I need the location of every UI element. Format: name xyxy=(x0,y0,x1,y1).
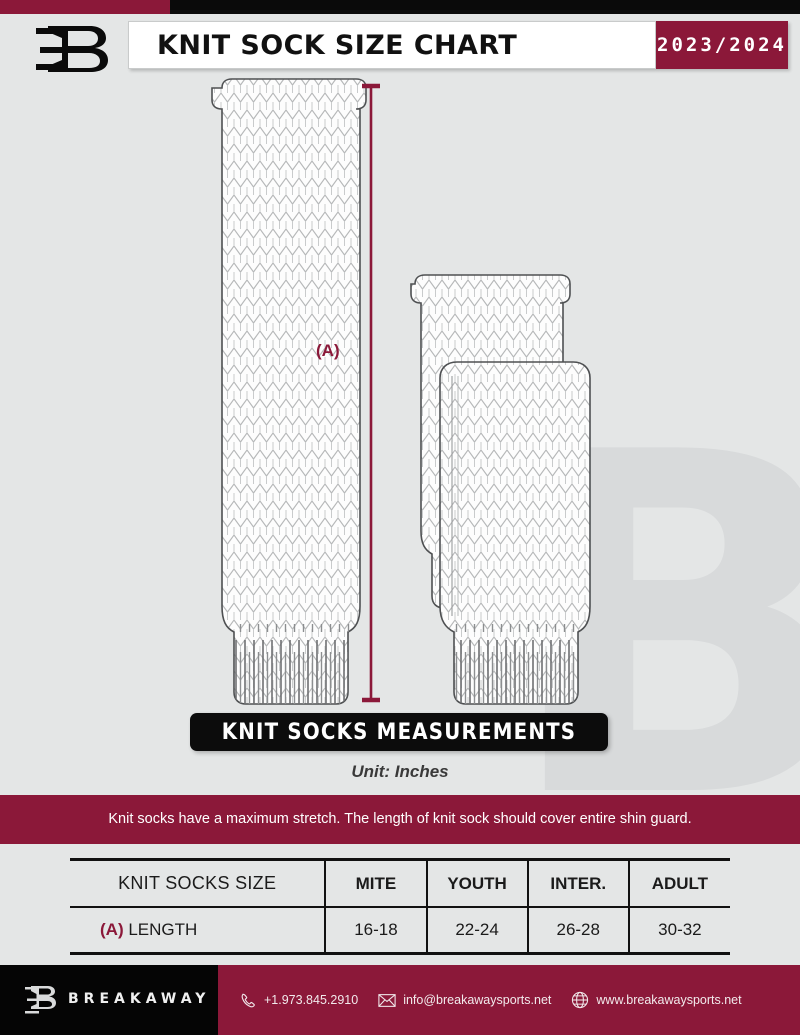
table-header-adult: ADULT xyxy=(651,873,709,893)
length-dimension-line xyxy=(362,83,380,703)
table-header-row-label: KNIT SOCKS SIZE xyxy=(70,859,327,907)
contact-email-text: info@breakawaysports.net xyxy=(403,993,552,1007)
breakaway-b-logo-icon xyxy=(28,20,114,76)
size-table-wrapper: KNIT SOCKS SIZE MITE YOUTH INTER. ADULT … xyxy=(70,858,730,955)
table-header-mite: MITE xyxy=(325,859,428,907)
table-row: (A) LENGTH 16-18 22-24 26-28 30-32 xyxy=(70,907,730,954)
table-header-youth: YOUTH xyxy=(426,859,529,907)
title-plate: KNIT SOCK SIZE CHART xyxy=(128,21,656,69)
footer-brand-name: BREAKAWAY xyxy=(68,991,211,1007)
size-table: KNIT SOCKS SIZE MITE YOUTH INTER. ADULT … xyxy=(70,858,730,955)
sock-illustration: (A) xyxy=(0,76,800,706)
contact-phone-text: +1.973.845.2910 xyxy=(264,993,359,1007)
measurements-banner: KNIT SOCKS MEASUREMENTS xyxy=(190,713,608,751)
row-label-length: (A) LENGTH xyxy=(70,907,327,954)
contact-phone[interactable]: +1.973.845.2910 xyxy=(240,992,358,1009)
cell-length-inter: 26-28 xyxy=(527,907,630,954)
row-label-text: LENGTH xyxy=(128,920,198,939)
unit-label: Unit: Inches xyxy=(351,762,449,781)
page-title: KNIT SOCK SIZE CHART xyxy=(157,29,518,61)
top-accent-bar-black xyxy=(170,0,800,14)
contact-email[interactable]: info@breakawaysports.net xyxy=(378,993,551,1008)
note-text: Knit socks have a maximum stretch. The l… xyxy=(108,810,692,827)
table-header-row: KNIT SOCKS SIZE MITE YOUTH INTER. ADULT xyxy=(70,859,730,907)
year-label: 2023/2024 xyxy=(657,34,787,56)
year-badge: 2023/2024 xyxy=(656,21,788,69)
table-header-inter: INTER. xyxy=(527,859,630,907)
contact-website-text: www.breakawaysports.net xyxy=(596,993,742,1007)
footer-contacts: +1.973.845.2910 info@breakawaysports.net xyxy=(218,965,800,1035)
cell-length-youth: 22-24 xyxy=(426,907,529,954)
adult-knit-sock xyxy=(211,78,367,705)
footer-contact-panel xyxy=(218,965,800,1035)
phone-icon xyxy=(240,992,257,1009)
length-callout-label: (A) xyxy=(316,341,340,360)
cell-length-mite: 16-18 xyxy=(325,907,428,954)
note-band: Knit socks have a maximum stretch. The l… xyxy=(0,795,800,844)
contact-website[interactable]: www.breakawaysports.net xyxy=(571,991,742,1009)
page-footer: BREAKAWAY +1.973.845.2910 xyxy=(0,965,800,1035)
measurements-label: KNIT SOCKS MEASUREMENTS xyxy=(221,719,577,745)
globe-icon xyxy=(571,991,589,1009)
row-marker-a: (A) xyxy=(100,920,124,939)
page-header: KNIT SOCK SIZE CHART 2023/2024 xyxy=(0,14,800,76)
cell-length-adult: 30-32 xyxy=(658,920,702,939)
email-icon xyxy=(378,993,396,1008)
top-accent-bar-maroon xyxy=(0,0,170,14)
breakaway-b-logo-footer-icon xyxy=(22,983,58,1017)
youth-knit-sock xyxy=(439,361,591,705)
